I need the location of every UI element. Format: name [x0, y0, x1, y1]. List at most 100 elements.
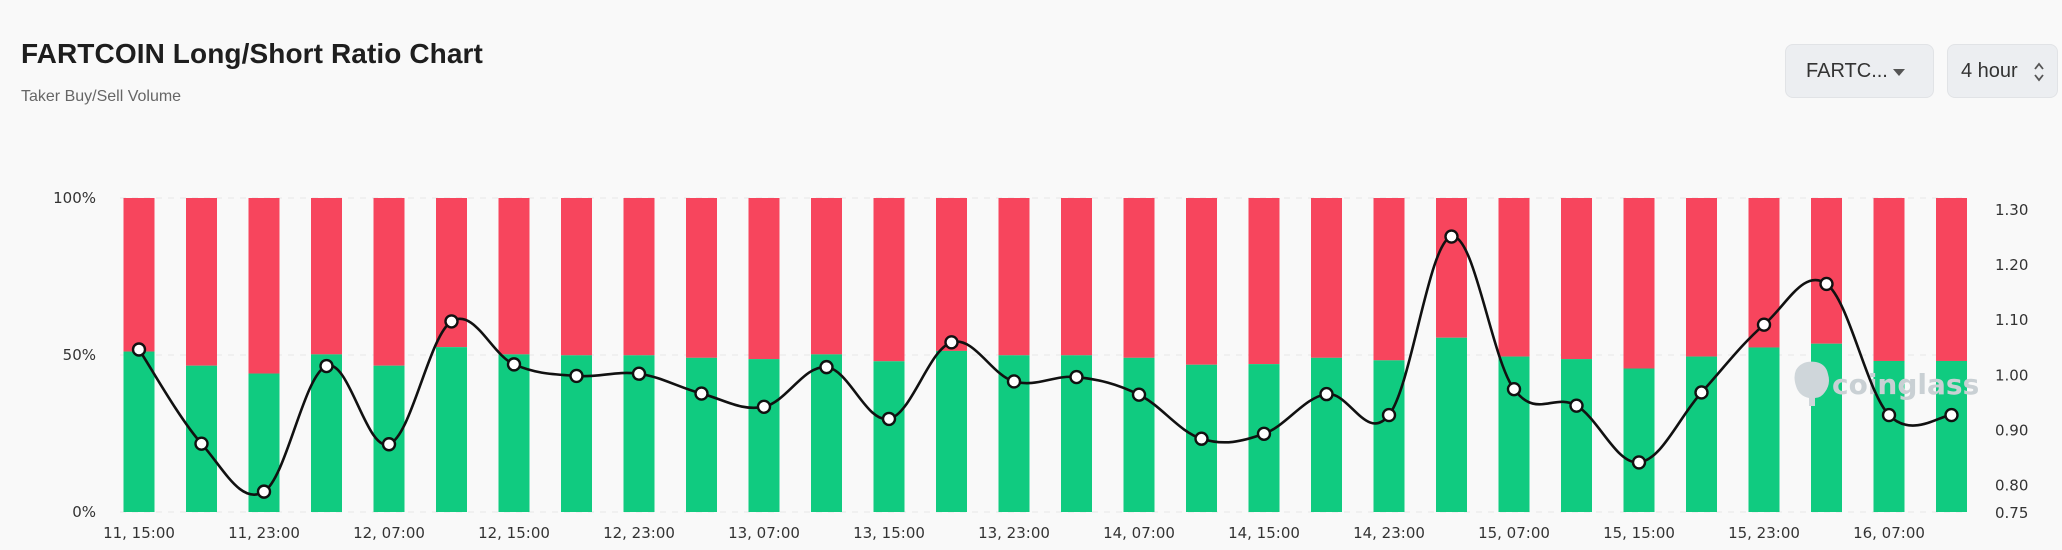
bar-short: [1623, 198, 1655, 369]
bar-long: [873, 361, 905, 512]
ratio-point: [256, 484, 272, 499]
x-tick-label: 16, 07:00: [1853, 524, 1925, 542]
bar-short: [936, 198, 967, 351]
x-tick-label: 15, 07:00: [1478, 524, 1550, 542]
bar-long: [1311, 357, 1342, 512]
bar-short: [1061, 198, 1092, 356]
ratio-point: [569, 368, 584, 384]
bar-long: [811, 354, 842, 512]
coinglass-logo-icon: [1794, 361, 1829, 406]
watermark: coinglass: [1794, 361, 1979, 406]
bar-group: [1186, 198, 1217, 512]
ratio-point: [881, 411, 897, 427]
ratio-point: [819, 359, 834, 375]
bar-short: [311, 198, 342, 355]
bar-group: [811, 198, 842, 512]
y-right-tick-label: 1.30: [1995, 201, 2028, 219]
x-tick-label: 13, 23:00: [978, 524, 1050, 542]
bar-short: [1686, 198, 1717, 357]
interval-select[interactable]: 4 hour: [1947, 44, 2058, 98]
ratio-point: [381, 437, 397, 452]
y-right-tick-label: 1.00: [1995, 366, 2028, 384]
x-tick-label: 11, 23:00: [228, 524, 300, 542]
bar-short: [1873, 198, 1905, 361]
x-tick-label: 14, 15:00: [1228, 524, 1300, 542]
ratio-point: [1069, 369, 1084, 385]
y-right-tick-label: 1.10: [1995, 311, 2028, 329]
bar-long: [1373, 360, 1405, 512]
bar-group: [1623, 198, 1655, 512]
bar-group: [1061, 198, 1092, 512]
x-tick-label: 14, 07:00: [1103, 524, 1175, 542]
bar-group: [311, 198, 342, 512]
x-tick-label: 15, 23:00: [1728, 524, 1800, 542]
bar-long: [686, 357, 717, 512]
x-tick-label: 11, 15:00: [103, 524, 175, 542]
bar-group: [373, 198, 405, 512]
bar-short: [561, 198, 592, 356]
bar-long: [936, 350, 967, 512]
bar-long: [1123, 357, 1155, 512]
bar-long: [1748, 347, 1780, 512]
bar-short: [873, 198, 905, 362]
page-subtitle: Taker Buy/Sell Volume: [21, 88, 182, 105]
bar-short: [123, 198, 155, 352]
bar-short: [1936, 198, 1967, 361]
ratio-point: [1694, 385, 1709, 400]
bar-group: [1373, 198, 1405, 512]
ratio-point: [194, 436, 209, 451]
bar-short: [1436, 198, 1467, 338]
chart-grid: [120, 197, 1966, 513]
symbol-select-label: FARTC...: [1806, 59, 1888, 82]
bar-group: [1123, 198, 1155, 512]
bar-group: [936, 198, 967, 512]
bar-long: [1873, 360, 1905, 512]
bar-short: [1248, 198, 1280, 365]
bar-group: [561, 198, 592, 512]
interval-select-label: 4 hour: [1961, 59, 2018, 82]
chart-ratio-line: [137, 235, 1952, 496]
ratio-point: [1131, 387, 1147, 402]
bar-short: [1311, 198, 1342, 358]
x-tick-label: 12, 23:00: [603, 524, 675, 542]
bar-group: [873, 198, 905, 512]
bar-long: [436, 347, 467, 512]
ratio-line: [137, 235, 1952, 496]
y-right-tick-label: 0.90: [1995, 421, 2028, 439]
bar-long: [748, 359, 780, 512]
ratio-point: [1006, 374, 1022, 389]
bar-group: [498, 198, 530, 512]
ratio-point: [1819, 276, 1834, 292]
bar-short: [373, 198, 405, 366]
bar-short: [748, 198, 780, 360]
bar-short: [686, 198, 717, 358]
ratio-point: [1569, 398, 1584, 413]
bar-short: [998, 198, 1030, 356]
bar-group: [623, 198, 655, 512]
chevron-down-icon: [1893, 69, 1905, 76]
bar-short: [186, 198, 217, 366]
ratio-point: [756, 399, 772, 414]
bar-long: [1436, 337, 1467, 512]
y-right-tick-label: 1.20: [1995, 256, 2028, 274]
bar-short: [1498, 198, 1530, 357]
bar-group: [1936, 198, 1967, 512]
ratio-point: [131, 342, 147, 357]
bar-short: [1561, 198, 1592, 360]
y-right-tick-label: 0.80: [1995, 476, 2028, 494]
x-tick-label: 13, 07:00: [728, 524, 800, 542]
bar-short: [498, 198, 530, 355]
bar-long: [1561, 359, 1592, 512]
bar-group: [1248, 198, 1280, 512]
chart-ratio-points: [131, 229, 1959, 499]
symbol-select[interactable]: FARTC...: [1785, 44, 1934, 98]
bar-long: [1623, 368, 1655, 512]
x-tick-label: 12, 15:00: [478, 524, 550, 542]
bar-group: [1811, 198, 1842, 512]
y-axis-right: 0.75 0.80 0.90 1.00 1.10 1.20 1.30: [1995, 201, 2028, 522]
ratio-point: [506, 357, 522, 372]
bar-long: [498, 354, 530, 512]
bar-short: [1186, 198, 1217, 365]
bar-long: [123, 351, 155, 512]
